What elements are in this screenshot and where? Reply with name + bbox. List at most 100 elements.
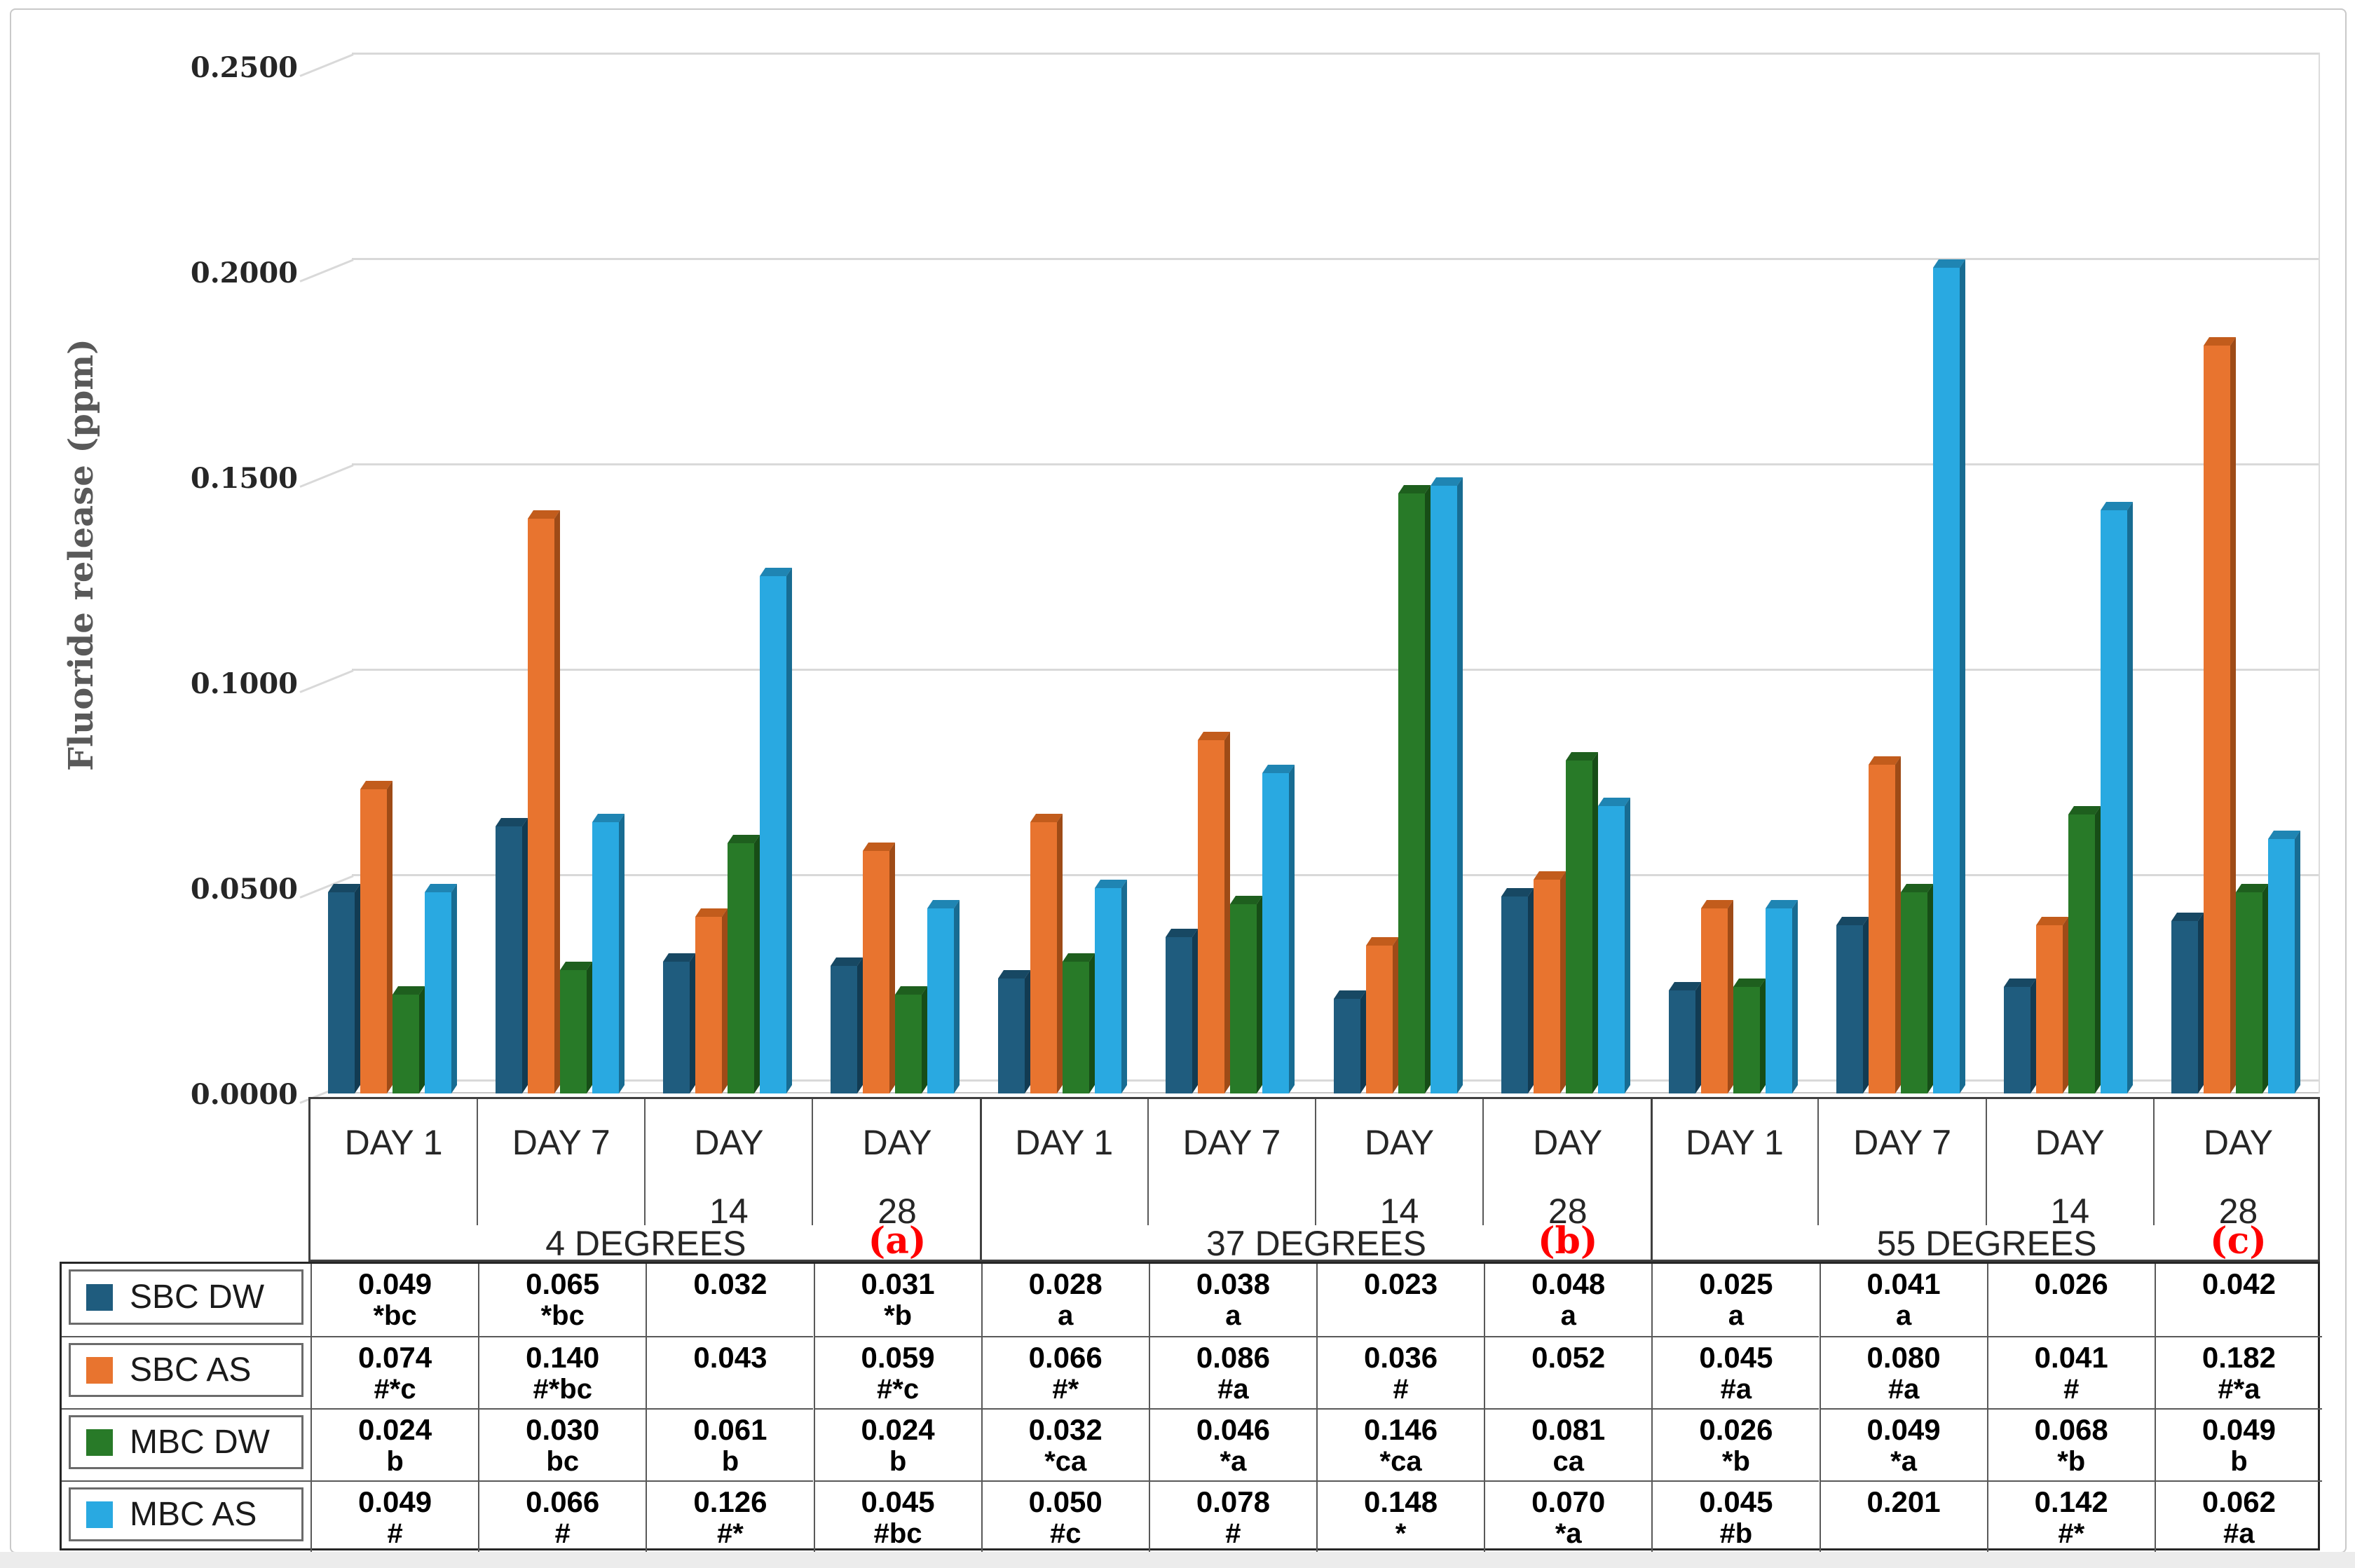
legend-cell-mbc-as: MBC AS <box>62 1480 310 1553</box>
bar-sbc-as-9 <box>1869 756 1901 1093</box>
cell-value: 0.081 <box>1531 1413 1606 1446</box>
bar-mbc-dw-5 <box>1230 896 1262 1093</box>
bar-front-face <box>1733 987 1760 1093</box>
cell-value: 0.086 <box>1196 1341 1270 1374</box>
legend-cell-sbc-as: SBC AS <box>62 1336 310 1408</box>
bar-mbc-dw-6 <box>1398 485 1431 1093</box>
cell-value: 0.049 <box>358 1485 432 1518</box>
bar-side-face <box>1257 896 1262 1093</box>
cell-value: 0.041 <box>1866 1267 1941 1300</box>
bar-front-face <box>425 892 451 1093</box>
bar-top-face <box>1669 982 1701 990</box>
bar-front-face <box>2101 510 2127 1093</box>
bar-mbc-as-8 <box>1766 900 1798 1093</box>
table-cell-r2-c5: 0.066 #* <box>981 1336 1149 1408</box>
bar-side-face <box>1360 990 1366 1093</box>
legend-label: SBC DW <box>130 1279 264 1316</box>
bar-top-face <box>1366 937 1398 946</box>
bar-sbc-dw-11 <box>2171 913 2204 1093</box>
bar-mbc-as-3 <box>927 900 960 1093</box>
table-cell-r2-c3: 0.043 <box>646 1336 814 1408</box>
bar-sbc-dw-7 <box>1501 888 1534 1093</box>
bar-top-face <box>1334 990 1366 999</box>
bar-mbc-dw-9 <box>1901 884 1933 1093</box>
bar-top-face <box>528 510 560 519</box>
table-cell-r1-c8: 0.048 a <box>1484 1264 1651 1336</box>
bar-sbc-as-3 <box>863 843 895 1093</box>
cell-marker: a <box>1058 1300 1074 1332</box>
legend-swatch-mbc-as <box>86 1501 113 1528</box>
table-cell-r1-c11: 0.026 <box>1986 1264 2155 1336</box>
day-cell-5: DAY 1 <box>981 1099 1149 1225</box>
bar-mbc-as-9 <box>1933 259 1965 1093</box>
bar-side-face <box>754 835 760 1093</box>
cell-marker: *b <box>2057 1446 2086 1478</box>
cell-marker: *a <box>1220 1446 1247 1478</box>
day-cell-10: DAY 7 <box>1820 1099 1987 1225</box>
bar-mbc-as-11 <box>2268 831 2300 1093</box>
bar-mbc-dw-1 <box>560 962 592 1093</box>
bar-side-face <box>1863 917 1869 1093</box>
bar-front-face <box>1334 999 1360 1093</box>
cell-value: 0.049 <box>1866 1413 1941 1446</box>
bar-top-face <box>392 986 425 995</box>
bar-top-face <box>1398 485 1431 493</box>
bar-side-face <box>1792 900 1798 1093</box>
bar-side-face <box>786 568 792 1093</box>
bar-front-face <box>1869 765 1895 1093</box>
cell-value: 0.146 <box>1364 1413 1438 1446</box>
bar-front-face <box>1534 880 1560 1093</box>
table-cell-r3-c1: 0.024 b <box>310 1408 479 1480</box>
bar-top-face <box>1095 880 1127 888</box>
cell-marker: b <box>721 1446 739 1478</box>
bar-top-face <box>1030 814 1063 822</box>
cell-marker: #a <box>2223 1518 2255 1550</box>
bar-side-face <box>1560 871 1566 1093</box>
cell-value: 0.066 <box>1028 1341 1103 1374</box>
bar-side-face <box>1121 880 1127 1093</box>
table-cell-r3-c10: 0.049 *a <box>1819 1408 1987 1480</box>
bar-side-face <box>387 781 392 1093</box>
bar-sbc-dw-1 <box>496 818 528 1093</box>
cell-marker: *ca <box>1044 1446 1087 1478</box>
cell-value: 0.048 <box>1531 1267 1606 1300</box>
bar-mbc-dw-10 <box>2068 806 2101 1093</box>
bar-sbc-as-5 <box>1198 732 1230 1093</box>
bar-mbc-as-5 <box>1262 765 1295 1093</box>
bar-top-face <box>1933 259 1965 268</box>
bar-mbc-as-4 <box>1095 880 1127 1093</box>
y-tick-0.2000: 0.2000 <box>190 257 298 289</box>
bar-mbc-dw-0 <box>392 986 425 1093</box>
bar-top-face <box>328 884 360 892</box>
table-cell-r1-c4: 0.031 *b <box>813 1264 981 1336</box>
cell-value: 0.140 <box>526 1341 600 1374</box>
cell-marker: #a <box>1720 1374 1752 1405</box>
bar-side-face <box>355 884 360 1093</box>
cell-value: 0.045 <box>1699 1341 1773 1374</box>
bar-sbc-dw-10 <box>2004 979 2036 1093</box>
table-cell-r1-c3: 0.032 <box>646 1264 813 1336</box>
bar-front-face <box>998 979 1025 1093</box>
table-cell-r1-c12: 0.042 <box>2154 1264 2322 1336</box>
bar-top-face <box>1262 765 1295 773</box>
bar-front-face <box>1701 908 1728 1093</box>
y-tick-0.0500: 0.0500 <box>190 873 298 906</box>
table-cell-r2-c7: 0.036 # <box>1316 1336 1484 1408</box>
cell-value: 0.045 <box>861 1485 935 1518</box>
bar-side-face <box>2262 884 2268 1093</box>
bar-side-face <box>1528 888 1534 1093</box>
y-axis-title-text: Fluoride release (ppm) <box>62 339 101 771</box>
table-cell-r2-c9: 0.045 #a <box>1651 1336 1820 1408</box>
table-cell-r2-c4: 0.059 #*c <box>813 1336 981 1408</box>
table-cell-r4-c7: 0.148 * <box>1316 1480 1484 1553</box>
tick-connector-0.1500 <box>299 464 354 488</box>
bar-front-face <box>1901 892 1927 1093</box>
cell-value: 0.025 <box>1699 1267 1773 1300</box>
group-label-4-degrees: 4 DEGREES <box>545 1224 746 1263</box>
cell-value: 0.036 <box>1364 1341 1438 1374</box>
day-cell-3: DAY 14 <box>646 1099 814 1231</box>
cell-value: 0.026 <box>1699 1413 1773 1446</box>
bar-side-face <box>1425 485 1431 1093</box>
bar-sbc-dw-4 <box>998 970 1030 1093</box>
cell-value: 0.049 <box>2202 1413 2276 1446</box>
